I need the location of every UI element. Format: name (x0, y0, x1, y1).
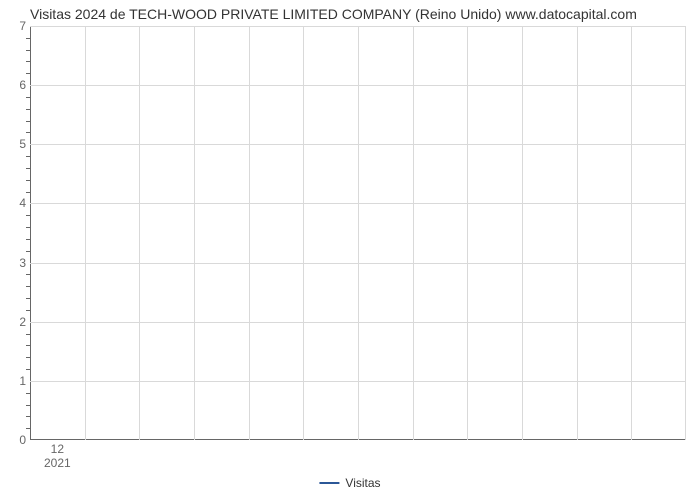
x-tick-label: 12 (51, 442, 64, 456)
legend-label: Visitas (345, 476, 380, 490)
y-tick-label: 2 (6, 315, 26, 329)
y-tick-label: 7 (6, 19, 26, 33)
y-tick-label: 1 (6, 374, 26, 388)
y-tick-label: 0 (6, 433, 26, 447)
visits-chart: Visitas 2024 de TECH-WOOD PRIVATE LIMITE… (0, 0, 700, 500)
plot-area (30, 26, 686, 440)
y-tick-label: 6 (6, 78, 26, 92)
y-tick-label: 5 (6, 137, 26, 151)
chart-title: Visitas 2024 de TECH-WOOD PRIVATE LIMITE… (30, 6, 637, 22)
y-tick-label: 4 (6, 196, 26, 210)
x-group-label: 2021 (44, 456, 71, 470)
chart-legend: Visitas (319, 476, 380, 490)
legend-line-icon (319, 482, 339, 484)
y-tick-label: 3 (6, 256, 26, 270)
